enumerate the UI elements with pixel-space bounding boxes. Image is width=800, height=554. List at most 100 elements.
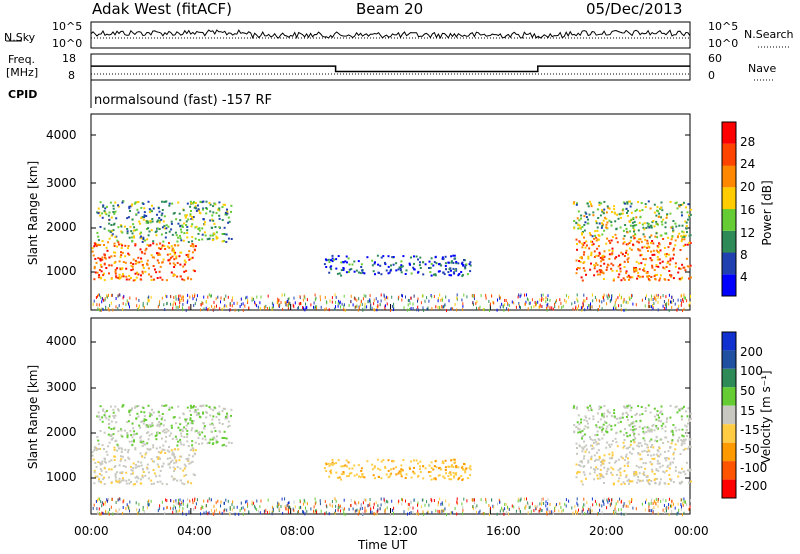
velocity-cell-1 bbox=[198, 431, 201, 434]
power-cell-4 bbox=[619, 216, 622, 219]
power-cell-1 bbox=[177, 236, 180, 239]
power-cell-4 bbox=[681, 224, 684, 227]
power-cell-4 bbox=[589, 234, 592, 237]
power-clutter bbox=[285, 301, 287, 305]
power-cell-1 bbox=[193, 201, 195, 204]
velocity-cell-1 bbox=[164, 440, 167, 443]
velocity-cell-3 bbox=[681, 467, 684, 470]
power-clutter bbox=[277, 297, 279, 301]
power-cell-1 bbox=[126, 230, 129, 233]
velocity-cell-4 bbox=[576, 421, 579, 424]
velocity-cell-3 bbox=[578, 464, 581, 466]
velocity-cell-4 bbox=[583, 428, 586, 430]
velocity-clutter bbox=[535, 507, 537, 511]
power-cell-0 bbox=[124, 255, 127, 258]
velocity-cell-4 bbox=[647, 427, 650, 429]
power-cell-3 bbox=[616, 241, 619, 244]
power-cell-1 bbox=[223, 226, 226, 229]
velocity-cell-0 bbox=[120, 458, 123, 461]
nave-tick-bottom: 0 bbox=[708, 69, 715, 82]
velocity-cell-3 bbox=[619, 467, 621, 470]
velocity-cell-4 bbox=[634, 414, 637, 416]
power-cell-0 bbox=[177, 244, 180, 247]
power-cell-0 bbox=[104, 257, 107, 260]
velocity-clutter bbox=[259, 511, 261, 515]
freq-tick-bottom: 8 bbox=[68, 69, 75, 82]
velocity-cell-1 bbox=[186, 440, 189, 443]
power-cell-1 bbox=[202, 208, 204, 211]
power-cell-0 bbox=[193, 249, 196, 252]
velocity-clutter bbox=[220, 500, 222, 504]
power-clutter bbox=[528, 302, 530, 306]
velocity-cell-4 bbox=[688, 418, 691, 421]
vel-cbar-tick-15: 15 bbox=[740, 404, 756, 418]
velocity-clutter bbox=[625, 512, 627, 516]
velocity-cell-4 bbox=[619, 416, 622, 419]
power-clutter bbox=[422, 294, 424, 298]
power-cell-2 bbox=[342, 269, 345, 271]
power-cell-1 bbox=[218, 217, 221, 220]
power-cell-0 bbox=[132, 258, 135, 261]
power-cell-1 bbox=[115, 217, 118, 220]
velocity-clutter bbox=[182, 507, 184, 510]
power-cell-1 bbox=[162, 240, 165, 243]
power-clutter bbox=[576, 297, 578, 301]
power-clutter bbox=[452, 307, 454, 311]
velocity-cell-0 bbox=[97, 461, 100, 464]
velocity-clutter bbox=[657, 512, 659, 516]
power-cell-4 bbox=[688, 215, 691, 218]
power-cell-3 bbox=[601, 271, 604, 274]
power-clutter bbox=[271, 308, 273, 312]
velocity-cell-4 bbox=[640, 406, 643, 408]
velocity-cell-1 bbox=[163, 431, 166, 434]
power-clutter bbox=[420, 301, 422, 305]
velocity-cell-3 bbox=[653, 479, 656, 482]
power-cell-4 bbox=[684, 234, 687, 237]
velocity-clutter bbox=[451, 511, 453, 515]
velocity-clutter bbox=[98, 507, 100, 511]
velocity-clutter bbox=[474, 498, 475, 502]
velocity-cell-3 bbox=[630, 452, 633, 455]
power-clutter bbox=[376, 305, 378, 309]
power-clutter bbox=[602, 295, 604, 299]
power-cell-2 bbox=[384, 261, 386, 264]
velocity-cell-1 bbox=[97, 416, 100, 419]
power-clutter bbox=[542, 293, 544, 297]
power-clutter bbox=[435, 305, 437, 309]
power-clutter bbox=[122, 308, 124, 311]
power-cell-3 bbox=[608, 253, 611, 256]
power-clutter bbox=[680, 299, 682, 303]
velocity-cell-4 bbox=[610, 428, 613, 431]
velocity-cell-1 bbox=[168, 408, 171, 411]
power-cell-3 bbox=[654, 278, 657, 281]
power-clutter bbox=[337, 302, 339, 306]
power-colorbar-frame bbox=[721, 121, 737, 297]
power-cell-4 bbox=[601, 210, 604, 213]
velocity-cell-0 bbox=[107, 445, 110, 448]
power-clutter bbox=[384, 297, 386, 301]
velocity-cell-3 bbox=[668, 467, 671, 470]
power-cell-0 bbox=[175, 257, 178, 260]
power-cell-0 bbox=[146, 263, 149, 266]
power-cell-2 bbox=[399, 269, 402, 272]
velocity-cell-0 bbox=[118, 481, 121, 484]
velocity-clutter bbox=[663, 511, 665, 514]
power-clutter bbox=[587, 304, 589, 307]
velocity-cell-3 bbox=[616, 445, 619, 448]
velocity-cell-2 bbox=[329, 470, 332, 473]
power-cell-1 bbox=[159, 219, 162, 222]
power-cell-3 bbox=[591, 243, 594, 246]
velocity-clutter bbox=[161, 500, 163, 504]
velocity-clutter bbox=[96, 507, 98, 511]
velocity-cell-3 bbox=[595, 443, 598, 446]
power-clutter bbox=[603, 298, 605, 302]
velocity-clutter bbox=[491, 498, 493, 502]
power-clutter bbox=[210, 294, 212, 298]
velocity-cell-1 bbox=[213, 426, 216, 429]
power-cell-1 bbox=[156, 227, 159, 230]
power-cell-1 bbox=[168, 204, 171, 207]
power-clutter bbox=[111, 293, 113, 297]
power-cell-0 bbox=[131, 265, 134, 268]
velocity-cell-0 bbox=[134, 447, 137, 450]
power-cell-3 bbox=[668, 270, 671, 272]
